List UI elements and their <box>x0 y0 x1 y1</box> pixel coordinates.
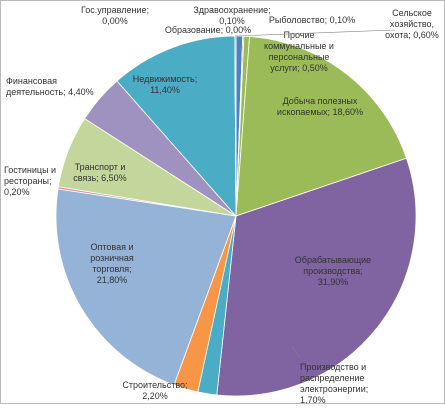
data-label: Сельское хозяйство, охота; 0,60% <box>385 8 439 40</box>
pie-slice <box>235 36 407 217</box>
data-label: Прочие коммунальные и персональные услуги; … <box>264 30 334 73</box>
leader-line <box>291 346 301 358</box>
data-label: Транспорт и связь; 6,50% <box>73 162 126 183</box>
data-label: Рыболовство; 0,10% <box>269 15 355 25</box>
data-label: Производство и распределение электроэнерги… <box>300 362 368 404</box>
pie-slice <box>216 157 417 397</box>
data-label: Гос.управление; 0,00% <box>81 5 149 26</box>
data-label: Здравоохранение; 0,10% <box>193 5 270 26</box>
data-label: Образование; 0,00% <box>165 25 251 35</box>
data-label: Гостиницы и рестораны; 0,20% <box>4 165 56 197</box>
data-label: Финансовая деятельность; 4,40% <box>6 76 94 97</box>
data-label: Добыча полезных ископаемых; 18,60% <box>277 96 363 117</box>
data-label: Оптовая и розничная торговля; 21,80% <box>90 242 134 285</box>
data-label: Недвижимость; 11,40% <box>133 74 197 95</box>
data-label: Обрабатывающие производства; 31,90% <box>295 255 371 287</box>
pie-slice <box>116 35 237 218</box>
leader-line <box>234 29 396 37</box>
pie-slice <box>55 188 237 386</box>
data-label: Строительство; 2,20% <box>122 380 187 401</box>
